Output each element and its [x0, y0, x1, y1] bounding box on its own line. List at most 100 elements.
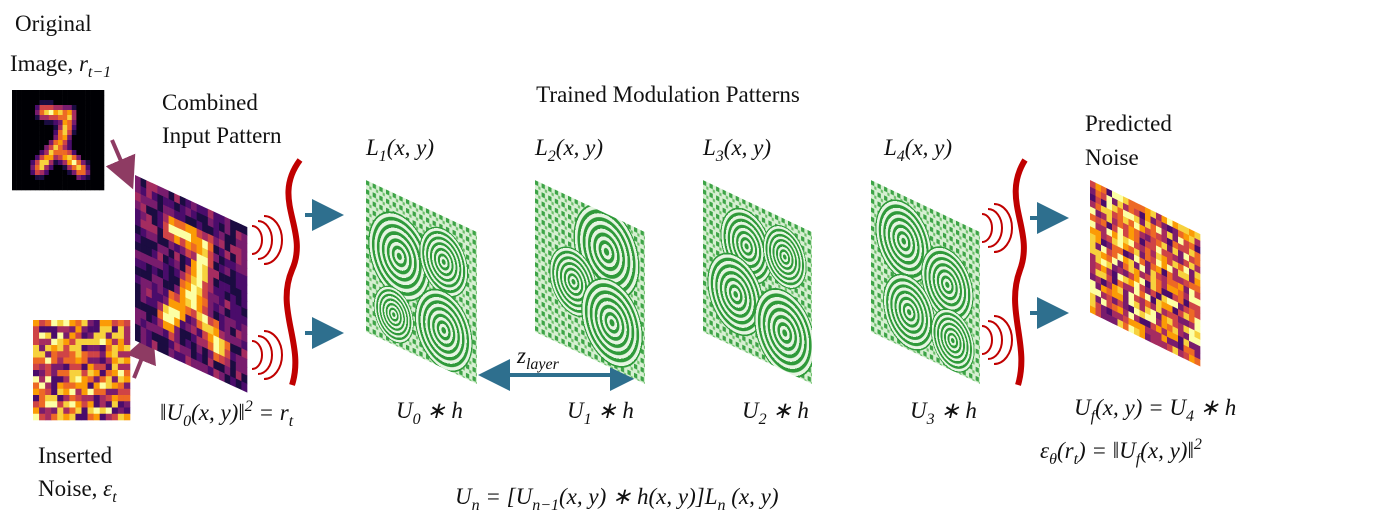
pixel — [207, 365, 214, 378]
pixel — [224, 348, 231, 361]
pixel — [202, 346, 209, 358]
pixel — [53, 175, 59, 181]
pixel — [39, 130, 45, 136]
pixel — [163, 254, 169, 266]
pixel — [90, 110, 96, 116]
pixel — [51, 338, 58, 346]
pixel — [25, 180, 31, 186]
pixel — [230, 252, 237, 264]
pixel — [81, 115, 86, 121]
pixel — [135, 216, 141, 228]
pixel — [12, 115, 17, 121]
pixel — [105, 357, 113, 365]
label-part: (x, y) — [905, 135, 952, 160]
pixel — [191, 324, 197, 337]
pixel — [135, 224, 141, 237]
label-part: Noise — [1085, 145, 1139, 170]
pixel — [53, 120, 59, 126]
pixel — [58, 135, 63, 141]
pixel — [39, 145, 45, 151]
pixel — [85, 135, 91, 141]
pixel — [62, 155, 68, 161]
pixel — [99, 95, 105, 101]
pixel — [230, 367, 237, 380]
pixel — [151, 339, 158, 352]
pixel — [105, 395, 113, 402]
pixel — [75, 320, 82, 327]
pixel — [219, 230, 225, 243]
pixel — [179, 352, 186, 365]
pixel — [135, 249, 141, 261]
pixel — [44, 105, 50, 111]
pixel — [81, 370, 88, 377]
pixel — [224, 356, 231, 369]
pixel — [44, 110, 50, 116]
pixel — [196, 352, 203, 364]
pixel — [62, 105, 68, 111]
pixel — [71, 160, 77, 166]
pixel — [39, 150, 45, 156]
pixel — [157, 259, 164, 272]
pixel — [30, 165, 36, 171]
pixel — [99, 185, 105, 191]
pixel — [93, 345, 100, 352]
pixel — [94, 165, 100, 171]
pixel — [135, 199, 141, 212]
pixel — [224, 299, 231, 311]
pixel — [90, 140, 96, 146]
pixel — [94, 130, 100, 136]
pixel — [185, 346, 192, 359]
pixel — [39, 120, 45, 126]
pixel — [185, 355, 192, 367]
pixel — [105, 351, 113, 358]
pixel — [111, 376, 119, 383]
pixel — [16, 120, 22, 126]
pixel — [185, 231, 192, 243]
pixel — [81, 100, 86, 106]
pixel — [196, 302, 203, 315]
pixel — [81, 382, 88, 390]
pixel — [93, 370, 100, 377]
pixel — [58, 145, 63, 151]
pixel — [224, 290, 231, 303]
label-part: 3 — [926, 411, 935, 428]
pixel — [39, 338, 46, 346]
pixel — [44, 140, 50, 146]
modulation-pattern — [703, 180, 813, 384]
pixel — [241, 364, 248, 377]
pixel — [179, 344, 186, 356]
label-part: Noise, — [38, 476, 103, 501]
pixel — [25, 165, 31, 171]
pixel — [111, 395, 119, 402]
pixel — [230, 301, 237, 314]
pixel — [45, 338, 52, 346]
pixel — [67, 145, 73, 151]
label-part: ∗ h — [592, 398, 634, 423]
pixel — [123, 338, 131, 346]
pixel — [241, 339, 248, 352]
pixel — [140, 268, 147, 280]
pixel — [191, 267, 197, 279]
pixel — [202, 338, 209, 350]
pixel — [16, 115, 22, 121]
pixel — [85, 90, 91, 96]
pixel — [99, 105, 105, 111]
pixel — [87, 388, 94, 396]
pixel — [235, 279, 242, 292]
pixel — [25, 95, 31, 101]
pixel — [33, 382, 40, 390]
pixel — [196, 335, 203, 348]
pixel — [25, 100, 31, 106]
pixel — [48, 95, 54, 101]
pixel — [87, 363, 94, 371]
pixel — [196, 269, 203, 282]
pixel — [71, 100, 77, 106]
pixel — [75, 407, 82, 415]
pixel — [51, 407, 58, 415]
label-part: Trained Modulation Patterns — [536, 82, 800, 107]
pixel — [39, 320, 46, 327]
label-part: n — [718, 497, 726, 514]
pixel — [33, 395, 40, 402]
pixel — [117, 363, 125, 371]
pixel — [174, 259, 181, 271]
